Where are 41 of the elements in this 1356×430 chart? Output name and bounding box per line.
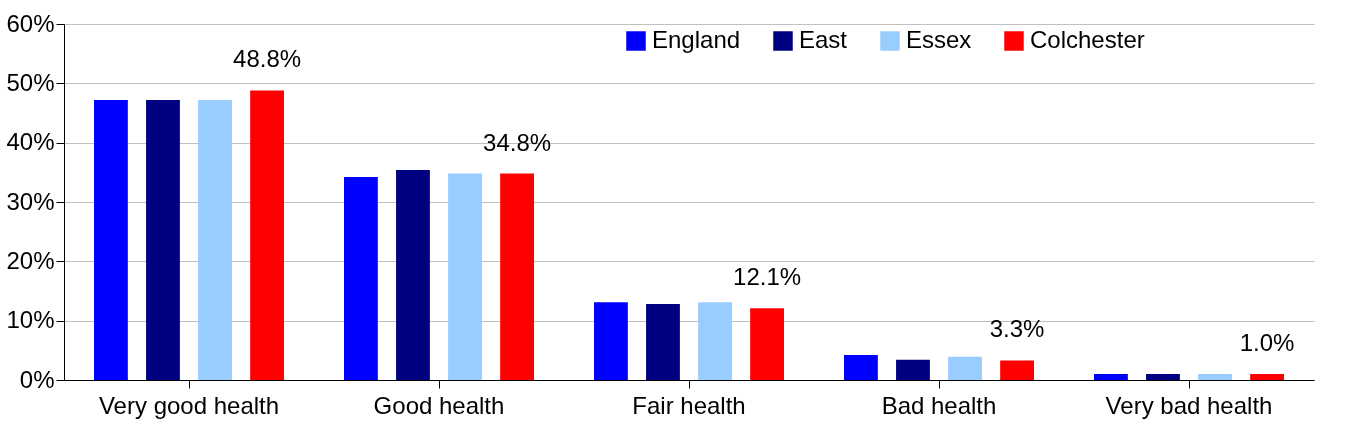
bar — [500, 173, 534, 380]
bar — [1250, 374, 1284, 380]
y-tick-label: 40% — [6, 128, 55, 156]
legend-label: East — [799, 26, 848, 53]
data-label: 1.0% — [1239, 329, 1295, 357]
x-tick-label: Very good health — [98, 391, 280, 419]
y-tick-label: 30% — [6, 187, 55, 215]
y-tick-label: 20% — [6, 246, 55, 274]
bar — [698, 302, 732, 380]
bar — [344, 177, 378, 380]
bar — [146, 99, 180, 380]
x-tick-label: Fair health — [632, 391, 746, 419]
data-label: 48.8% — [233, 45, 302, 73]
bar — [250, 90, 284, 380]
x-tick-label: Bad health — [881, 391, 997, 419]
bar — [896, 359, 930, 380]
bar — [1094, 374, 1128, 380]
bar — [750, 308, 784, 380]
bar — [94, 99, 128, 380]
legend-label: England — [652, 26, 741, 53]
bar — [198, 99, 232, 380]
bar — [948, 356, 982, 380]
data-label: 12.1% — [733, 263, 802, 291]
y-tick-label: 0% — [19, 365, 55, 393]
data-label: 3.3% — [989, 315, 1045, 343]
y-tick-label: 60% — [6, 9, 55, 37]
x-tick-label: Very bad health — [1105, 391, 1273, 419]
bar — [448, 173, 482, 380]
legend-label: Essex — [906, 26, 972, 53]
x-tick-label: Good health — [373, 391, 505, 419]
y-tick-label: 10% — [6, 306, 55, 334]
data-label: 34.8% — [483, 128, 552, 156]
bar — [1198, 374, 1232, 380]
bar — [844, 355, 878, 380]
bar — [1146, 374, 1180, 380]
bar — [396, 169, 430, 380]
bar — [646, 304, 680, 380]
bar — [1000, 360, 1034, 380]
bar — [594, 302, 628, 380]
y-tick-label: 50% — [6, 68, 55, 96]
legend-label: Colchester — [1030, 26, 1145, 53]
